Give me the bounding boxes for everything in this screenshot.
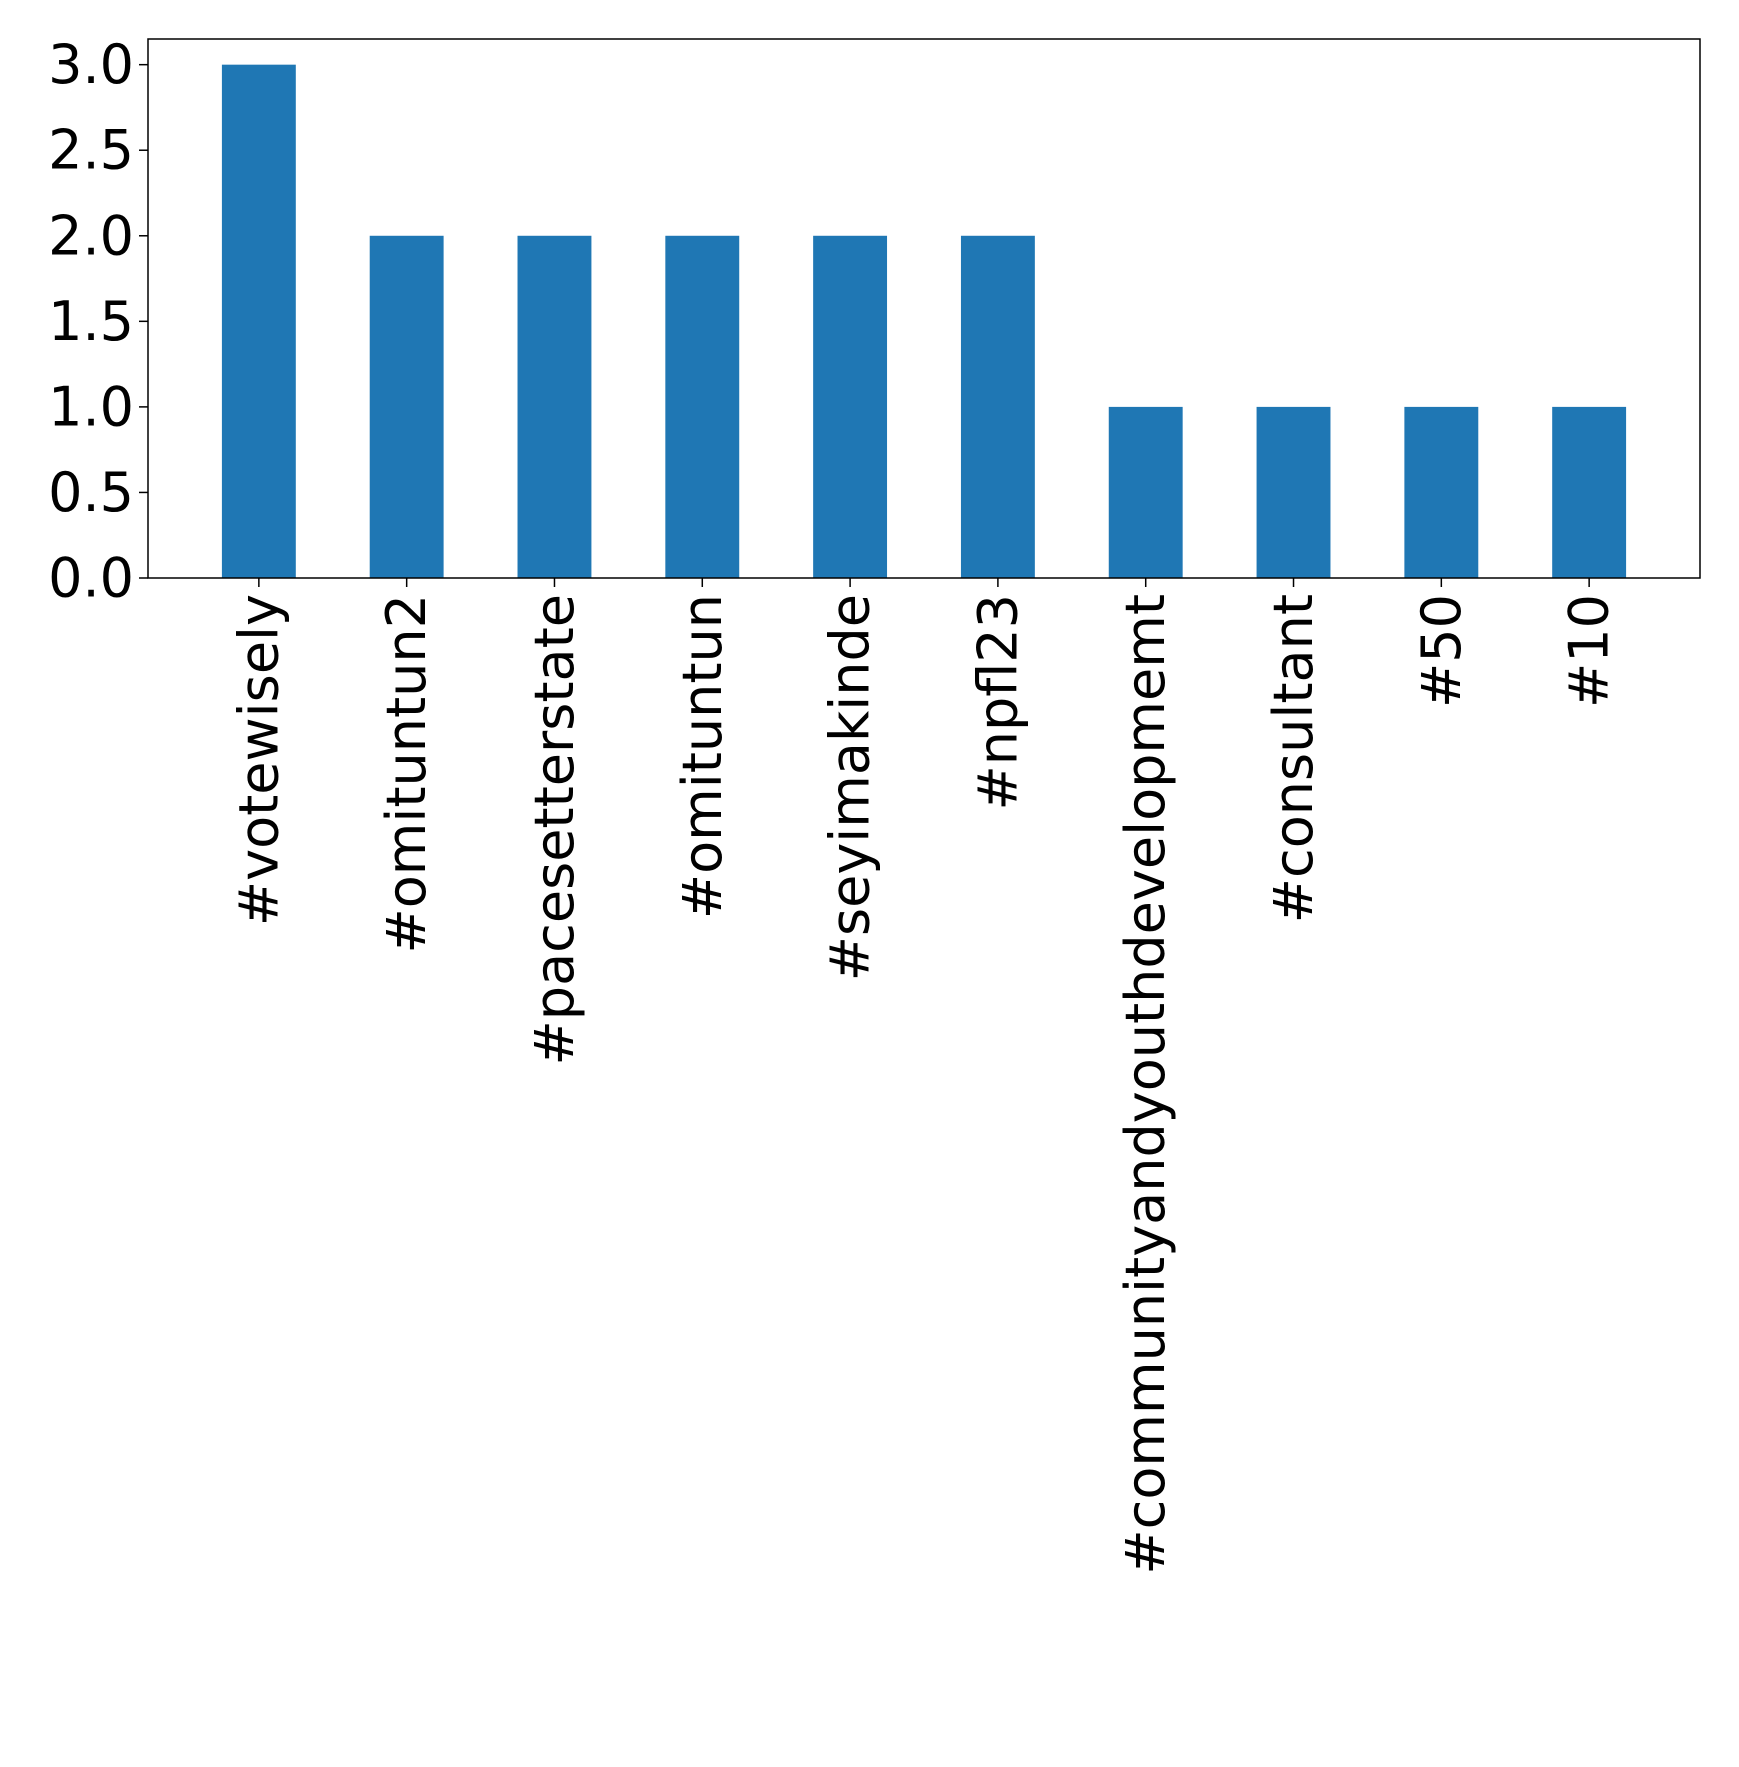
y-tick-label-5: 2.5 [48, 119, 134, 182]
x-axis: #votewisely #omituntun2 #pacesetterstate #o… [227, 578, 1621, 1575]
bar-2 [517, 235, 592, 578]
bar-9 [1552, 406, 1627, 578]
bar-7 [1256, 406, 1331, 578]
x-tick-label-2: #pacesetterstate [523, 594, 586, 1065]
x-tick-label-6: #communityandyouthdevelopmemt [1114, 594, 1177, 1575]
x-tick-label-7: #consultant [1262, 594, 1325, 923]
bar-4 [813, 235, 888, 578]
y-tick-label-1: 0.5 [48, 461, 134, 524]
bar-6 [1108, 406, 1183, 578]
x-tick-label-4: #seyimakinde [819, 594, 882, 981]
bar-8 [1404, 406, 1479, 578]
y-tick-label-2: 1.0 [48, 375, 134, 438]
y-tick-label-3: 1.5 [48, 290, 134, 353]
y-axis: 0.0 0.5 1.0 1.5 2.0 2.5 3.0 [48, 33, 148, 610]
bar-1 [369, 235, 444, 578]
y-tick-label-4: 2.0 [48, 204, 134, 267]
plot-frame [147, 38, 1701, 579]
x-tick-label-0: #votewisely [227, 594, 290, 926]
x-tick-label-5: #npfl23 [966, 594, 1029, 810]
y-tick-label-6: 3.0 [48, 33, 134, 96]
bars-layer [221, 64, 1627, 579]
x-tick-label-8: #50 [1410, 594, 1473, 708]
bar-5 [960, 235, 1035, 578]
bar-3 [665, 235, 740, 578]
y-tick-label-0: 0.0 [48, 547, 134, 610]
bar-0 [221, 64, 296, 579]
x-tick-label-1: #omituntun2 [375, 594, 438, 954]
x-tick-label-9: #10 [1558, 594, 1621, 708]
x-tick-label-3: #omituntun [671, 594, 734, 919]
